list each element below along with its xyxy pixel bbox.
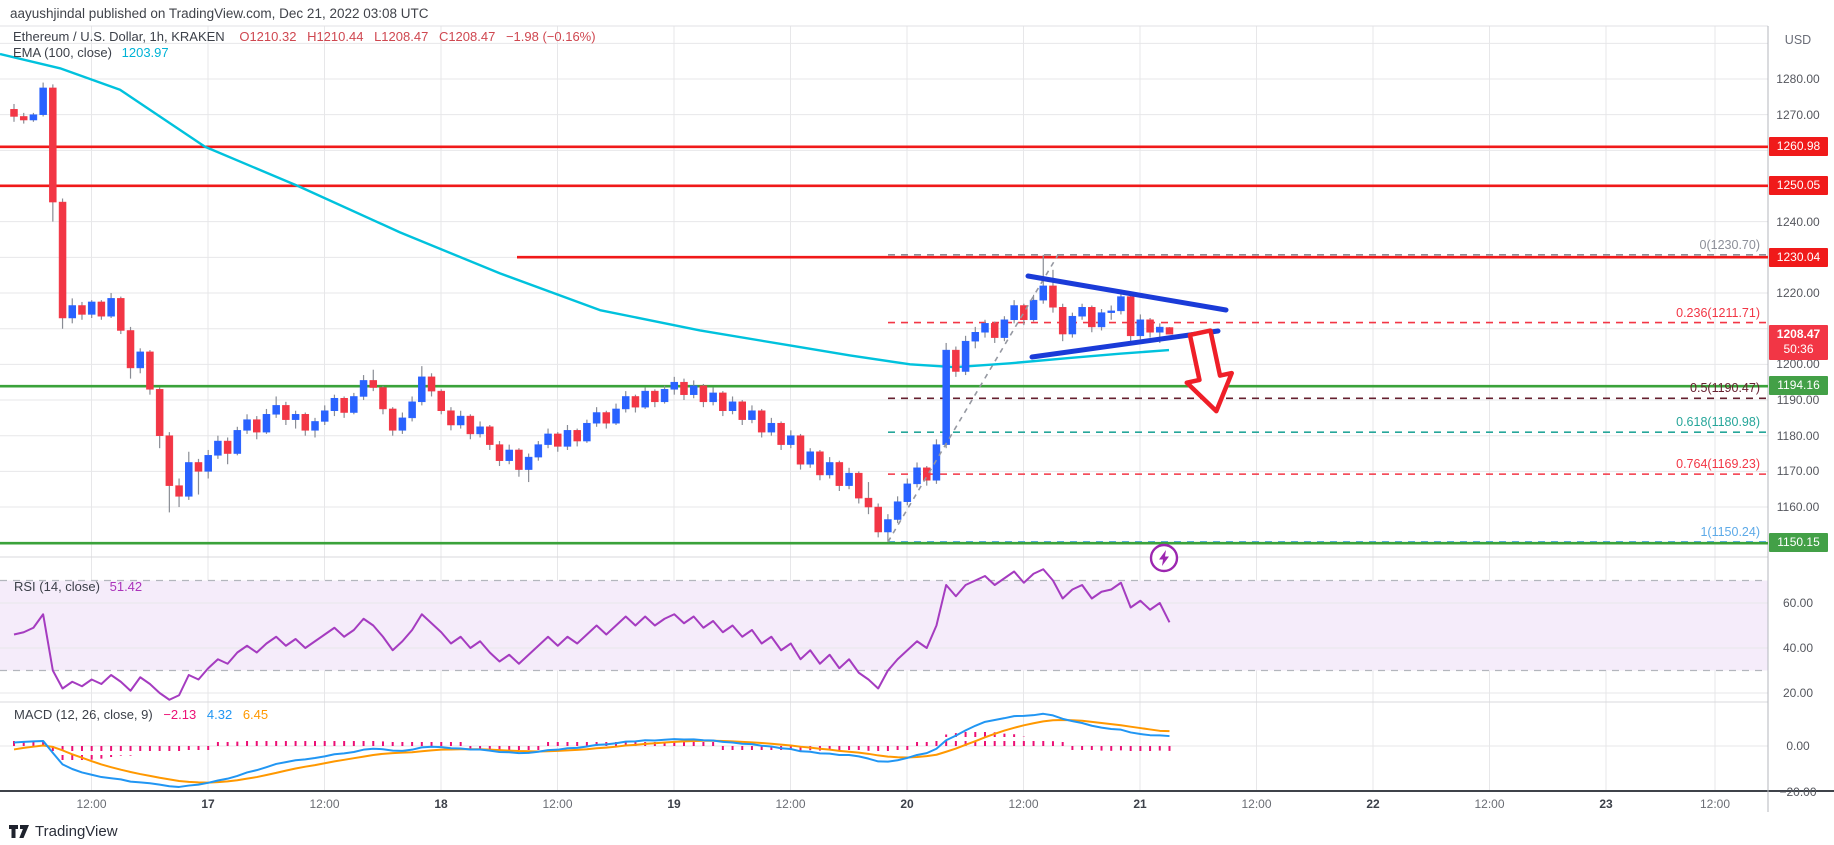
time-tick-label: 12:00 (1008, 797, 1039, 811)
time-tick-label: 12:00 (542, 797, 573, 811)
resistance-price-label: 1250.05 (1769, 176, 1828, 196)
time-tick-label: 12:00 (1474, 797, 1505, 811)
fib-level-label: 1(1150.24) (1700, 524, 1760, 539)
time-tick-label: 12:00 (775, 797, 806, 811)
time-tick-label: 17 (201, 797, 215, 811)
ema-legend[interactable]: EMA (100, close) 1203.97 (13, 45, 169, 60)
brand-name: TradingView (35, 823, 118, 840)
time-tick-label: 18 (434, 797, 448, 811)
rsi-legend[interactable]: RSI (14, close) 51.42 (14, 579, 142, 594)
rsi-value: 51.42 (109, 579, 143, 594)
close-value: C1208.47 (438, 29, 496, 44)
rsi-tick-label: 60.00 (1782, 596, 1814, 610)
time-tick-label: 22 (1366, 797, 1380, 811)
price-tick-label: 1200.00 (1776, 357, 1820, 372)
macd-legend[interactable]: MACD (12, 26, close, 9) −2.13 4.32 6.45 (14, 707, 268, 722)
time-tick-label: 21 (1133, 797, 1147, 811)
price-tick-label: 1270.00 (1776, 107, 1820, 122)
publish-header: aayushjindal published on TradingView.co… (10, 6, 429, 21)
high-value: H1210.44 (307, 29, 364, 44)
low-value: L1208.47 (374, 29, 429, 44)
price-tick-label: 1160.00 (1776, 500, 1820, 515)
fib-level-label: 0.236(1211.71) (1676, 305, 1760, 320)
time-tick-label: 20 (900, 797, 914, 811)
fib-level-label: 0.5(1190.47) (1690, 381, 1760, 396)
fib-level-label: 0(1230.70) (1699, 237, 1760, 252)
rsi-tick-label: 40.00 (1782, 641, 1814, 655)
symbol-title: Ethereum / U.S. Dollar, 1h, KRAKEN (13, 29, 225, 44)
price-tick-label: 1190.00 (1776, 393, 1820, 408)
time-tick-label: 12:00 (76, 797, 107, 811)
macd-signal-value: 6.45 (242, 707, 269, 722)
rsi-label: RSI (14, close) (14, 579, 100, 594)
price-tick-label: 1240.00 (1776, 214, 1820, 229)
open-value: O1210.32 (239, 29, 297, 44)
symbol-legend[interactable]: Ethereum / U.S. Dollar, 1h, KRAKEN O1210… (13, 29, 596, 44)
support-price-label: 1150.15 (1769, 532, 1828, 552)
time-tick-label: 12:00 (1699, 797, 1731, 811)
price-tick-label: 1180.00 (1776, 428, 1820, 443)
ema-label: EMA (100, close) (13, 45, 112, 60)
fib-level-label: 0.764(1169.23) (1676, 457, 1760, 472)
tradingview-glyph-icon (9, 825, 29, 838)
support-price-label: 1194.16 (1769, 375, 1828, 395)
macd-label: MACD (12, 26, close, 9) (14, 707, 153, 722)
tradingview-logo[interactable]: TradingView (9, 823, 118, 840)
change-value: −1.98 (−0.16%) (505, 29, 596, 44)
last-price-label: 1208.47 50:36 (1769, 325, 1828, 361)
price-tick-label: 1280.00 (1776, 72, 1820, 86)
time-tick-label: 12:00 (309, 797, 340, 811)
fib-level-label: 0.618(1180.98) (1676, 415, 1760, 430)
rsi-tick-label: 20.00 (1782, 686, 1814, 700)
time-tick-label: 23 (1599, 797, 1613, 811)
resistance-price-label: 1260.98 (1769, 137, 1828, 157)
macd-tick-label: −20.00 (1779, 785, 1817, 799)
price-axis-currency: USD (1784, 33, 1812, 47)
time-tick-label: 12:00 (1241, 797, 1272, 811)
macd-tick-label: 0.00 (1786, 739, 1810, 753)
price-tick-label: 1220.00 (1776, 286, 1820, 301)
macd-hist-value: −2.13 (163, 707, 197, 722)
time-tick-label: 19 (667, 797, 681, 811)
ema-value: 1203.97 (121, 45, 169, 60)
macd-line-value: 4.32 (206, 707, 233, 722)
price-tick-label: 1170.00 (1776, 464, 1820, 479)
resistance-price-label: 1230.04 (1769, 247, 1828, 267)
